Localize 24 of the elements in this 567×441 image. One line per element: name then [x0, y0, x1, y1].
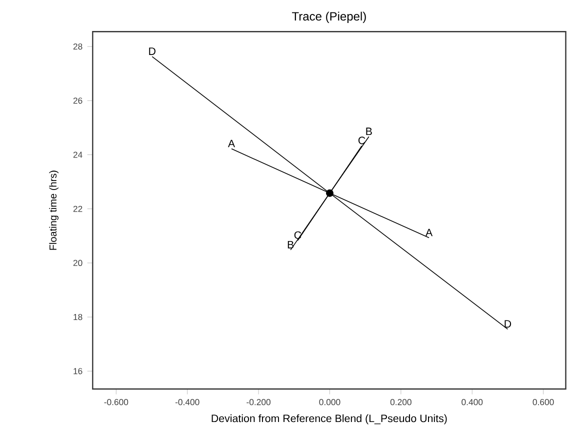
x-tick-label: -0.200: [246, 399, 270, 406]
chart-title: Trace (Piepel): [292, 12, 366, 23]
x-axis-title: Deviation from Reference Blend (L_Pseudo Units): [212, 414, 447, 424]
y-tick-label: 16: [74, 368, 82, 374]
y-tick-label: 26: [73, 98, 82, 104]
y-axis-title: Floating time (hrs): [49, 170, 58, 250]
y-tick-label: 28: [73, 43, 82, 50]
y-tick-label: 20: [73, 260, 82, 266]
series-label: D: [504, 320, 512, 328]
series-label: A: [426, 228, 433, 236]
y-tick-label: 24: [73, 152, 82, 158]
y-tick-label: 22: [73, 206, 82, 212]
text: A: [228, 140, 236, 148]
x-tick-label: 0.000: [319, 399, 340, 406]
text: B: [366, 128, 372, 136]
text: D: [149, 48, 156, 55]
x-tick-label: -0.400: [175, 399, 200, 406]
x-tick-label: 0.400: [462, 399, 483, 406]
y-tick-label: 18: [74, 314, 82, 320]
x-tick-label: 0.600: [532, 399, 554, 406]
x-tick-label: 0.200: [390, 399, 412, 406]
text: C: [358, 136, 366, 144]
x-tick-label: -0.600: [104, 399, 128, 406]
series-label: B: [288, 241, 294, 248]
